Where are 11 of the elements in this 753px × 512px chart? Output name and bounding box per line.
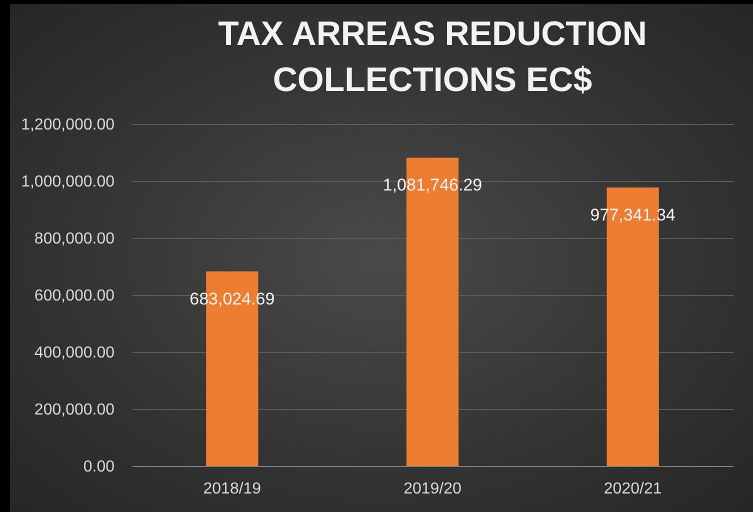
y-tick-label: 800,000.00 bbox=[34, 230, 115, 248]
x-tick-label: 2018/19 bbox=[203, 480, 262, 498]
y-tick-label: 200,000.00 bbox=[34, 402, 115, 418]
x-tick-label: 2019/20 bbox=[404, 480, 462, 498]
x-tick-label: 2020/21 bbox=[604, 480, 662, 498]
y-tick-label: 1,000,000.00 bbox=[21, 174, 115, 190]
y-tick-label: 0.00 bbox=[83, 458, 115, 476]
y-tick-label: 400,000.00 bbox=[34, 344, 115, 362]
chart-title: TAX ARREAS REDUCTION COLLECTIONS EC$ bbox=[218, 15, 647, 99]
y-tick-label: 1,200,000.00 bbox=[21, 116, 115, 134]
y-tick-label: 600,000.00 bbox=[34, 288, 115, 304]
